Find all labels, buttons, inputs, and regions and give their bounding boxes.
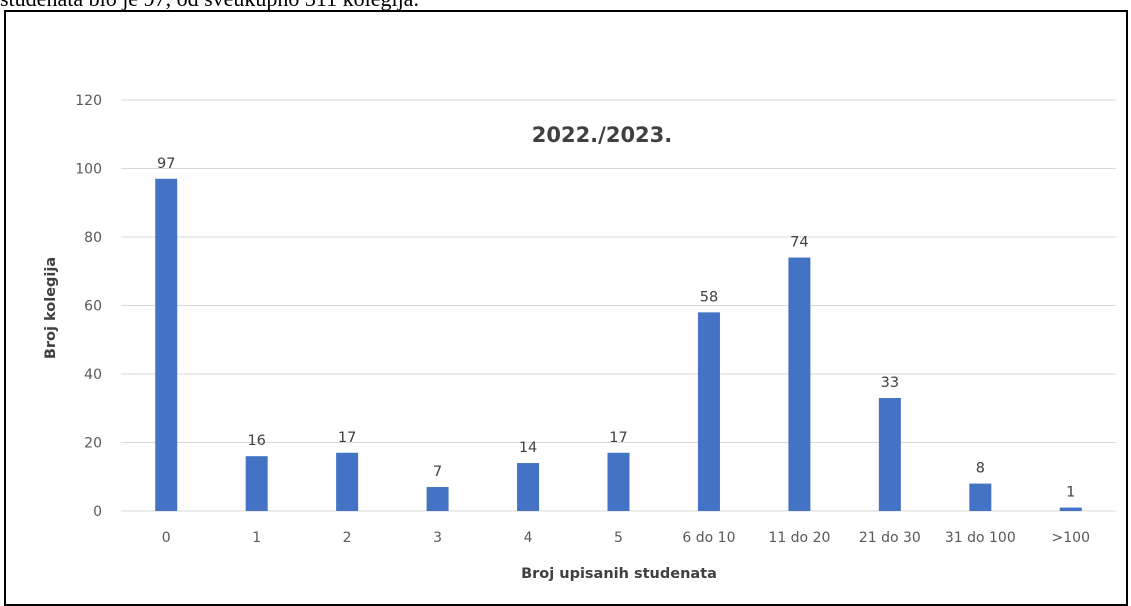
x-tick-label: 21 do 30	[859, 530, 921, 546]
x-tick-label: >100	[1052, 530, 1090, 546]
y-tick-label: 40	[84, 367, 102, 383]
x-tick-label: 2	[343, 530, 352, 546]
bar-1	[245, 456, 268, 511]
data-labels: 97 16 17 7 14 17 58 74 33 8 1	[157, 156, 1075, 501]
bar-0	[155, 178, 178, 511]
bar-2	[336, 452, 359, 511]
chart-title: 2022./2023.	[532, 123, 673, 147]
x-tick-label: 3	[433, 530, 442, 546]
x-tick-label: 5	[614, 530, 623, 546]
x-tick-label: 31 do 100	[945, 530, 1016, 546]
y-tick-label: 100	[75, 162, 102, 178]
document-text: studenata bio je 97, od sveukupno 311 ko…	[0, 0, 419, 12]
data-label: 74	[790, 235, 808, 251]
data-label: 7	[433, 464, 442, 480]
data-label: 97	[157, 156, 175, 172]
gridlines	[121, 99, 1116, 512]
data-label: 33	[881, 375, 899, 391]
chart-frame	[4, 10, 1128, 606]
bar->100	[1059, 507, 1082, 511]
y-tick-label: 120	[75, 93, 102, 109]
x-tick-label: 6 do 10	[682, 530, 735, 546]
y-tick-label: 20	[84, 436, 102, 452]
y-tick-label: 60	[84, 299, 102, 315]
bar-21 do 30	[878, 397, 901, 511]
x-axis-label: Broj upisanih studenata	[521, 566, 717, 582]
bar-11 do 20	[788, 257, 811, 511]
y-tick-label: 80	[84, 230, 102, 246]
bar-4	[517, 463, 540, 511]
data-label: 8	[976, 461, 985, 477]
y-tick-label: 0	[93, 504, 102, 520]
data-label: 1	[1066, 485, 1075, 501]
data-label: 16	[247, 433, 265, 449]
y-tick-labels: 0 20 40 60 80 100 120	[75, 93, 102, 520]
bar-5	[607, 452, 630, 511]
y-axis-label: Broj kolegija	[43, 257, 59, 359]
bar-6 do 10	[697, 312, 720, 511]
bars	[155, 178, 1082, 511]
data-label: 14	[519, 440, 537, 456]
data-label: 17	[609, 430, 627, 446]
x-tick-label: 4	[524, 530, 533, 546]
bar-31 do 100	[969, 483, 992, 511]
x-tick-labels: 0 1 2 3 4 5 6 do 10 11 do 20 21 do 30 31 do 100 >1…	[162, 530, 1090, 546]
data-label: 58	[700, 289, 718, 305]
x-tick-label: 11 do 20	[768, 530, 830, 546]
x-tick-label: 0	[162, 530, 171, 546]
x-tick-label: 1	[252, 530, 261, 546]
bar-3	[426, 487, 449, 511]
data-label: 17	[338, 430, 356, 446]
